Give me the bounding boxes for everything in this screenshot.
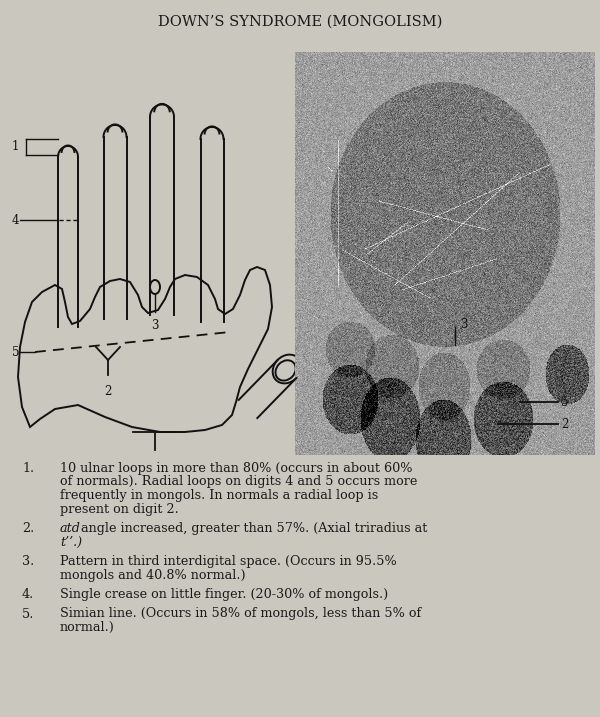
Text: 10 ulnar loops in more than 80% (occurs in about 60%: 10 ulnar loops in more than 80% (occurs … [60, 462, 413, 475]
Text: 5: 5 [561, 396, 569, 409]
Text: 5.: 5. [22, 607, 34, 620]
Text: normal.): normal.) [60, 621, 115, 634]
Text: 3.: 3. [22, 555, 34, 568]
Text: 3: 3 [151, 319, 158, 332]
Text: atd: atd [60, 522, 81, 535]
Text: mongols and 40.8% normal.): mongols and 40.8% normal.) [60, 569, 245, 581]
Text: 2.: 2. [22, 522, 34, 535]
Text: angle increased, greater than 57%. (Axial triradius at: angle increased, greater than 57%. (Axia… [77, 522, 427, 535]
Text: Single crease on little finger. (20-30% of mongols.): Single crease on little finger. (20-30% … [60, 588, 388, 601]
Text: 1: 1 [12, 141, 19, 153]
Text: 2: 2 [104, 385, 112, 398]
Text: 1.: 1. [22, 462, 34, 475]
Text: 4.: 4. [22, 588, 34, 601]
Text: frequently in mongols. In normals a radial loop is: frequently in mongols. In normals a radi… [60, 489, 378, 502]
Text: 2: 2 [561, 417, 568, 430]
Text: 4: 4 [12, 214, 19, 227]
Text: DOWN’S SYNDROME (MONGOLISM): DOWN’S SYNDROME (MONGOLISM) [158, 15, 442, 29]
Text: present on digit 2.: present on digit 2. [60, 503, 179, 516]
Text: Pattern in third interdigital space. (Occurs in 95.5%: Pattern in third interdigital space. (Oc… [60, 555, 397, 568]
Text: of normals). Radial loops on digits 4 and 5 occurs more: of normals). Radial loops on digits 4 an… [60, 475, 418, 488]
Text: Simian line. (Occurs in 58% of mongols, less than 5% of: Simian line. (Occurs in 58% of mongols, … [60, 607, 421, 620]
Text: 3: 3 [460, 318, 467, 331]
Text: t’’.): t’’.) [60, 536, 82, 549]
Text: 5: 5 [12, 346, 19, 358]
